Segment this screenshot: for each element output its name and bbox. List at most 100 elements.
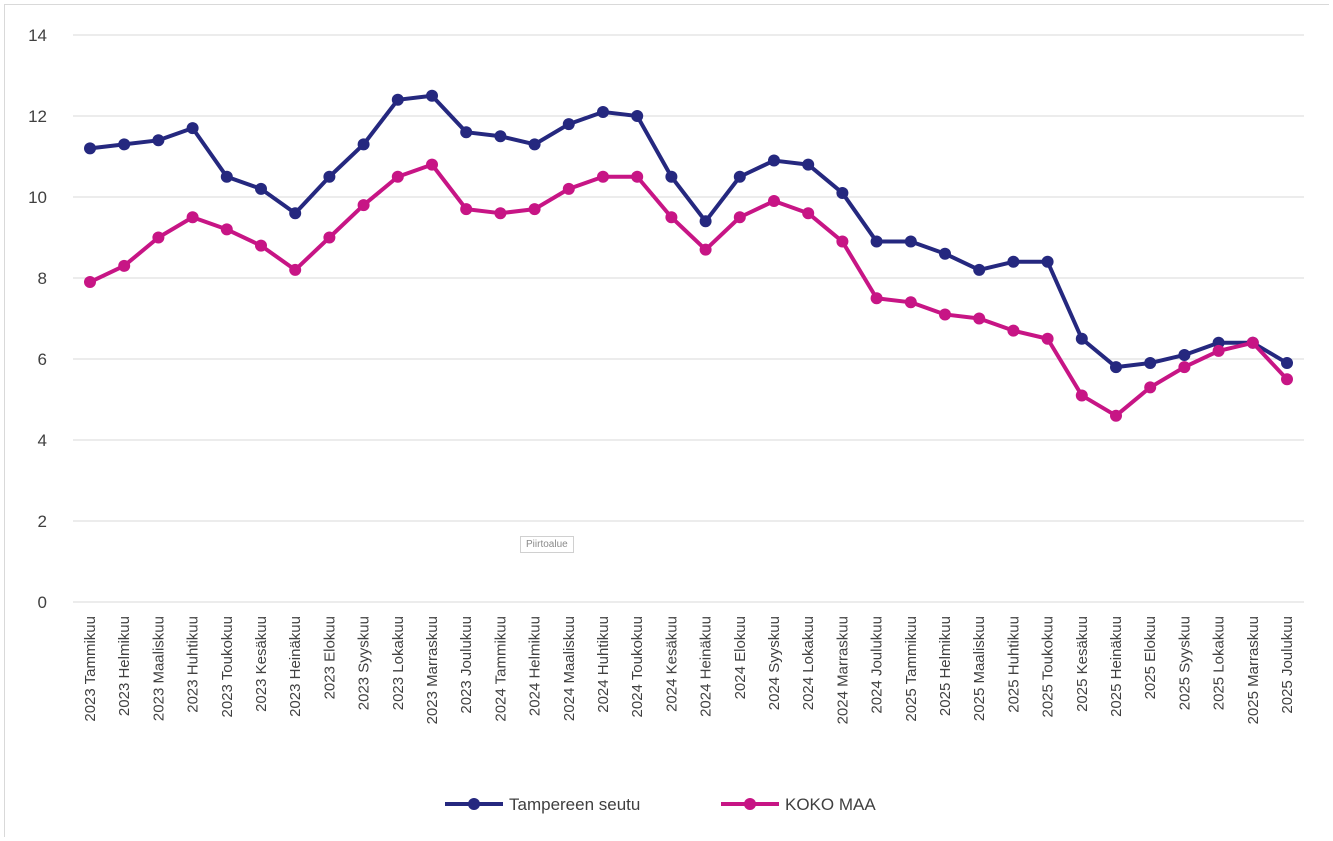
x-tick-label: 2025 Lokakuu: [1211, 616, 1228, 710]
data-point: [665, 170, 678, 183]
x-tick-label: 2023 Joulukuu: [458, 616, 475, 714]
data-point: [1281, 373, 1293, 386]
plot-area-tooltip: Piirtoalue: [520, 536, 574, 553]
x-tick-label: 2024 Helmikuu: [527, 616, 544, 716]
x-tick-label: 2023 Lokakuu: [390, 616, 407, 710]
data-point: [973, 312, 986, 325]
data-point: [1144, 381, 1157, 394]
data-point: [118, 138, 131, 151]
x-tick-label: 2024 Tammikuu: [492, 616, 509, 722]
data-point: [1007, 255, 1020, 268]
series-line: [88, 93, 1289, 370]
x-tick-label: 2025 Tammikuu: [903, 616, 920, 722]
x-tick-label: 2023 Kesäkuu: [253, 616, 270, 712]
data-point: [665, 211, 678, 224]
data-point: [426, 158, 438, 171]
x-tick-label: 2023 Marraskuu: [424, 616, 441, 724]
data-point: [1041, 332, 1054, 345]
data-point: [733, 170, 746, 183]
x-tick-label: 2024 Heinäkuu: [698, 616, 715, 717]
legend-marker: [468, 798, 480, 810]
series-line: [88, 162, 1289, 418]
x-tick-label: 2025 Toukokuu: [1040, 616, 1057, 717]
data-point: [494, 130, 507, 143]
x-tick-label: 2023 Toukokuu: [219, 616, 236, 717]
data-point: [220, 223, 233, 236]
series-2: [84, 158, 1293, 422]
data-point: [1178, 361, 1191, 374]
x-tick-label: 2025 Joulukuu: [1279, 616, 1296, 714]
legend-item-1[interactable]: Tampereen seutu: [445, 795, 640, 814]
data-point: [699, 243, 712, 256]
data-point: [802, 207, 815, 220]
data-point: [357, 138, 370, 151]
y-tick-label: 6: [38, 350, 47, 369]
data-point: [220, 170, 233, 183]
data-point: [289, 207, 302, 220]
x-tick-label: 2023 Tammikuu: [82, 616, 99, 722]
data-point: [1041, 255, 1054, 268]
x-tick-label: 2024 Joulukuu: [869, 616, 886, 714]
data-point: [357, 199, 370, 212]
y-axis-ticks: 0 2 4 6 8 10 12 14: [28, 26, 47, 612]
x-tick-label: 2025 Elokuu: [1142, 616, 1159, 699]
data-point: [904, 235, 917, 248]
data-point: [973, 263, 986, 276]
data-point: [699, 215, 712, 228]
y-tick-label: 8: [38, 269, 47, 288]
data-point: [768, 154, 780, 167]
data-point: [152, 231, 165, 244]
legend[interactable]: Tampereen seutu KOKO MAA: [445, 795, 876, 814]
data-point: [255, 182, 267, 195]
data-point: [1281, 357, 1293, 370]
x-tick-label: 2023 Helmikuu: [116, 616, 133, 716]
x-tick-label: 2025 Huhtikuu: [1005, 616, 1022, 713]
data-point: [323, 231, 336, 244]
data-point: [631, 110, 644, 122]
data-point: [939, 308, 951, 321]
data-point: [84, 142, 96, 155]
data-point: [460, 203, 473, 216]
data-point: [768, 195, 780, 208]
data-point: [1246, 336, 1259, 349]
x-tick-label: 2025 Kesäkuu: [1074, 616, 1091, 712]
x-tick-label: 2023 Maaliskuu: [150, 616, 167, 721]
legend-label: KOKO MAA: [785, 795, 876, 814]
data-point: [904, 296, 917, 309]
data-point: [1178, 348, 1191, 361]
data-point: [1075, 332, 1088, 345]
x-tick-label: 2024 Elokuu: [732, 616, 749, 699]
y-tick-label: 10: [28, 188, 47, 207]
data-point: [494, 207, 507, 220]
data-point: [836, 235, 849, 248]
data-point: [391, 93, 404, 106]
x-tick-label: 2025 Syyskuu: [1176, 616, 1193, 710]
data-point: [631, 170, 644, 183]
data-point: [939, 247, 951, 260]
data-point: [528, 138, 541, 151]
x-tick-label: 2023 Syyskuu: [356, 616, 373, 710]
x-tick-label: 2025 Helmikuu: [937, 616, 954, 716]
data-point: [186, 211, 199, 224]
data-point: [1075, 389, 1088, 402]
data-point: [1212, 344, 1225, 357]
y-tick-label: 4: [38, 431, 47, 450]
data-point: [186, 122, 199, 135]
data-point: [426, 89, 438, 102]
series-group: [84, 89, 1293, 422]
data-point: [391, 170, 404, 183]
x-tick-label: 2024 Huhtikuu: [595, 616, 612, 713]
data-point: [255, 239, 267, 252]
x-axis-ticks: 2023 Tammikuu 2023 Helmikuu 2023 Maaliskuu…: [82, 616, 1296, 724]
data-point: [323, 170, 336, 183]
legend-label: Tampereen seutu: [509, 795, 640, 814]
x-tick-label: 2025 Heinäkuu: [1108, 616, 1125, 717]
x-tick-label: 2024 Syyskuu: [766, 616, 783, 710]
x-tick-label: 2024 Maaliskuu: [561, 616, 578, 721]
x-tick-label: 2024 Toukokuu: [629, 616, 646, 717]
legend-item-2[interactable]: KOKO MAA: [721, 795, 876, 814]
data-point: [528, 203, 541, 216]
data-point: [1007, 324, 1020, 337]
chart-frame: [4, 4, 1329, 837]
